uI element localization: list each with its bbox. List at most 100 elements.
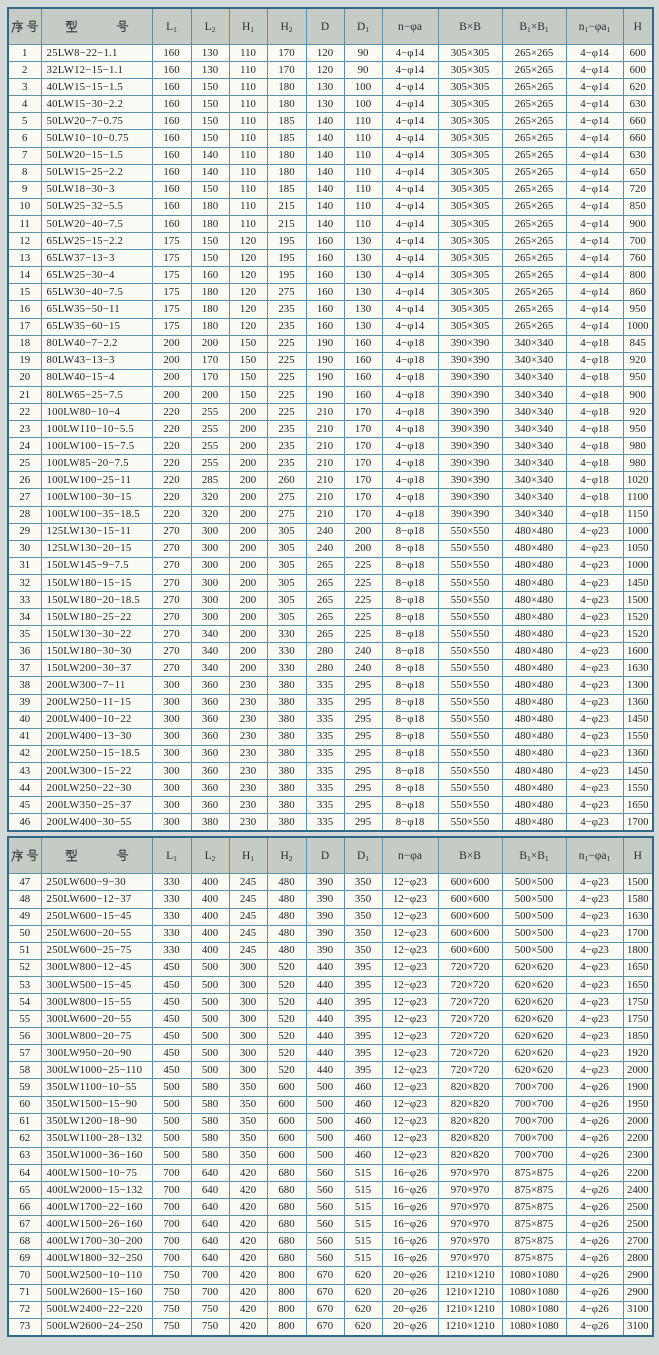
- hanzi-glyph-group: [11, 20, 39, 33]
- cell-value: 305×305: [437, 129, 503, 148]
- cell-value: 450: [151, 1027, 192, 1046]
- table-row: 63 350LW1000−36−160 500 580 350 600 500 460 12−φ…: [7, 1146, 654, 1165]
- col-header: B1×B1: [501, 836, 567, 875]
- cell-value: 200: [228, 556, 268, 575]
- cell-value: 305: [266, 590, 307, 610]
- cell-value: 580: [190, 1146, 230, 1165]
- cell-value: 265×265: [501, 112, 567, 131]
- cell-value: 600: [266, 1095, 307, 1114]
- cell-model: 350LW1100−28−132: [40, 1129, 153, 1148]
- cell-serial: 26: [7, 471, 42, 490]
- cell-serial: 64: [7, 1163, 42, 1183]
- cell-value: 4−φ23: [565, 573, 624, 593]
- cell-value: 980: [622, 454, 654, 473]
- cell-value: 600: [622, 61, 654, 80]
- cell-value: 210: [305, 471, 345, 490]
- cell-value: 265×265: [501, 266, 567, 285]
- cell-value: 360: [190, 727, 230, 746]
- cell-value: 130: [343, 283, 383, 302]
- cell-value: 120: [305, 43, 345, 63]
- table-row: 4 40LW15−30−2.2 160 150 110 180 130 100 4−φ14 305…: [7, 95, 654, 114]
- cell-value: 500: [305, 1095, 345, 1114]
- cell-value: 255: [190, 402, 230, 422]
- cell-value: 800: [266, 1317, 307, 1337]
- table-row: 31 150LW145−9−7.5 270 300 200 305 265 225 8−φ18 5…: [7, 556, 654, 575]
- cell-value: 230: [228, 710, 268, 729]
- cell-value: 175: [151, 232, 192, 251]
- cell-value: 220: [151, 488, 192, 507]
- cell-value: 4−φ14: [381, 317, 439, 336]
- cell-value: 190: [305, 385, 345, 404]
- cell-model: 200LW300−15−22: [40, 761, 153, 781]
- cell-value: 330: [151, 890, 192, 909]
- cell-value: 305×305: [437, 249, 503, 268]
- cell-value: 245: [228, 890, 268, 909]
- cell-value: 350: [343, 890, 383, 909]
- cell-serial: 66: [7, 1198, 42, 1217]
- cell-value: 380: [266, 676, 307, 695]
- cell-value: 550×550: [437, 813, 503, 832]
- cell-value: 180: [266, 78, 307, 97]
- cell-value: 500: [190, 958, 230, 977]
- cell-value: 330: [266, 642, 307, 661]
- cell-value: 200: [228, 437, 268, 456]
- cell-value: 970×970: [437, 1215, 503, 1234]
- cell-value: 580: [190, 1095, 230, 1114]
- cell-value: 160: [151, 112, 192, 131]
- cell-model: 200LW400−10−22: [40, 710, 153, 729]
- cell-value: 480×480: [501, 608, 567, 627]
- cell-value: 225: [266, 351, 307, 370]
- cell-value: 150: [190, 129, 230, 148]
- cell-value: 600: [622, 43, 654, 63]
- cell-value: 4−φ14: [565, 112, 624, 131]
- cell-value: 4−φ23: [565, 958, 624, 977]
- table-row: 60 350LW1500−15−90 500 580 350 600 500 460 12−φ2…: [7, 1095, 654, 1114]
- cell-serial: 71: [7, 1283, 42, 1302]
- table-row: 41 200LW400−13−30 300 360 230 380 335 295 8−φ18 5…: [7, 727, 654, 746]
- cell-value: 175: [151, 300, 192, 319]
- cell-value: 220: [151, 471, 192, 490]
- cell-value: 12−φ23: [381, 1061, 439, 1080]
- table-row: 69 400LW1800−32−250 700 640 420 680 560 515 16−φ…: [7, 1249, 654, 1268]
- cell-value: 200: [228, 573, 268, 593]
- cell-value: 820×820: [437, 1129, 503, 1148]
- cell-value: 12−φ23: [381, 924, 439, 943]
- cell-value: 875×875: [501, 1215, 567, 1234]
- col-header: D: [305, 836, 345, 875]
- cell-value: 4−φ14: [381, 283, 439, 302]
- cell-value: 265: [305, 556, 345, 575]
- cell-value: 360: [190, 676, 230, 695]
- cell-value: 550×550: [437, 796, 503, 815]
- cell-value: 1650: [622, 796, 654, 815]
- cell-value: 395: [343, 958, 383, 977]
- cell-value: 2500: [622, 1198, 654, 1217]
- cell-value: 4−φ23: [565, 590, 624, 610]
- cell-value: 700×700: [501, 1095, 567, 1114]
- cell-value: 8−φ18: [381, 779, 439, 798]
- cell-value: 390: [305, 924, 345, 943]
- hanzi-hao-icon: [116, 849, 128, 862]
- cell-value: 20−φ26: [381, 1283, 439, 1302]
- cell-value: 390×390: [437, 420, 503, 439]
- cell-value: 660: [622, 129, 654, 148]
- cell-value: 720×720: [437, 1027, 503, 1046]
- cell-model: 40LW15−30−2.2: [40, 95, 153, 114]
- cell-value: 235: [266, 454, 307, 473]
- hanzi-glyph-group: [64, 849, 129, 862]
- cell-value: 340×340: [501, 454, 567, 473]
- cell-value: 4−φ23: [565, 873, 624, 892]
- cell-value: 4−φ26: [565, 1317, 624, 1337]
- cell-value: 130: [343, 232, 383, 251]
- cell-value: 4−φ14: [381, 43, 439, 63]
- col-header: B×B: [437, 7, 503, 45]
- cell-value: 4−φ23: [565, 1044, 624, 1063]
- cell-value: 350: [343, 941, 383, 960]
- cell-value: 4−φ14: [565, 283, 624, 302]
- cell-value: 300: [228, 1027, 268, 1046]
- cell-value: 140: [305, 146, 345, 165]
- cell-value: 270: [151, 556, 192, 575]
- cell-value: 480×480: [501, 761, 567, 781]
- col-header: L1: [151, 7, 192, 45]
- cell-value: 265×265: [501, 214, 567, 234]
